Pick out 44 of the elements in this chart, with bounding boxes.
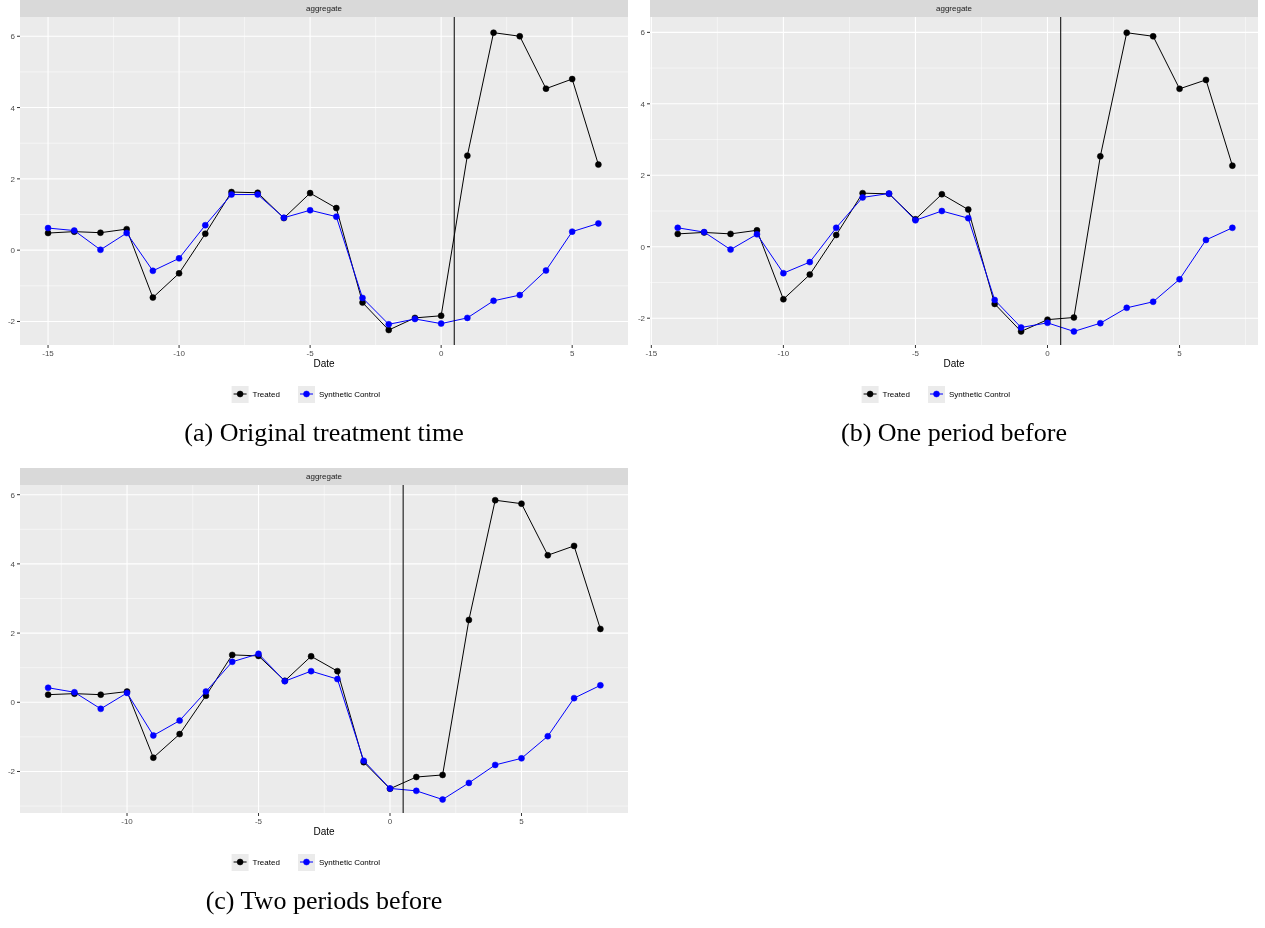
- chart-title: aggregate: [935, 4, 973, 13]
- text: (b) One period before: [841, 418, 1067, 447]
- y-tick-label: -2: [7, 767, 16, 777]
- y-tick-label: 4: [640, 99, 646, 109]
- x-tick-label: -10: [173, 349, 186, 358]
- y-tick-label: 6: [10, 490, 16, 500]
- chart-title: aggregate: [305, 472, 343, 481]
- y-tick-label: -2: [7, 317, 16, 327]
- x-tick-label: -10: [121, 817, 134, 826]
- x-tick-label: 0: [1045, 349, 1051, 358]
- x-axis-title: Date: [313, 358, 335, 369]
- x-tick-label: 5: [519, 817, 525, 826]
- x-tick-label: -10: [777, 349, 790, 358]
- text: (a) Original treatment time: [184, 418, 464, 447]
- y-tick-label: 6: [10, 32, 16, 42]
- legend-label: Treated: [252, 390, 280, 399]
- legend-label: Treated: [882, 390, 910, 399]
- y-tick-label: 0: [640, 242, 646, 252]
- y-tick-label: 0: [10, 698, 16, 708]
- x-axis-title: Date: [943, 358, 965, 369]
- x-axis-title: Date: [313, 826, 335, 837]
- y-tick-label: 0: [10, 246, 16, 256]
- legend-label: Treated: [252, 858, 280, 867]
- legend-label: Synthetic Control: [319, 390, 381, 399]
- y-tick-label: 4: [10, 103, 16, 113]
- x-tick-label: 0: [438, 349, 444, 358]
- x-tick-label: 5: [1177, 349, 1183, 358]
- y-tick-label: 2: [10, 174, 16, 184]
- x-tick-label: -5: [911, 349, 920, 358]
- y-tick-label: -2: [637, 314, 646, 324]
- legend-label: Synthetic Control: [949, 390, 1011, 399]
- x-tick-label: -15: [42, 349, 55, 358]
- y-tick-label: 4: [10, 559, 16, 569]
- text: (c) Two periods before: [205, 886, 443, 915]
- legend-label: Synthetic Control: [319, 858, 381, 867]
- x-tick-label: -5: [254, 817, 263, 826]
- y-tick-label: 2: [10, 629, 16, 639]
- y-tick-label: 6: [640, 28, 646, 38]
- x-tick-label: -15: [645, 349, 658, 358]
- x-tick-label: -5: [306, 349, 315, 358]
- x-tick-label: 5: [569, 349, 575, 358]
- x-tick-label: 0: [387, 817, 393, 826]
- chart-title: aggregate: [305, 4, 343, 13]
- y-tick-label: 2: [640, 171, 646, 181]
